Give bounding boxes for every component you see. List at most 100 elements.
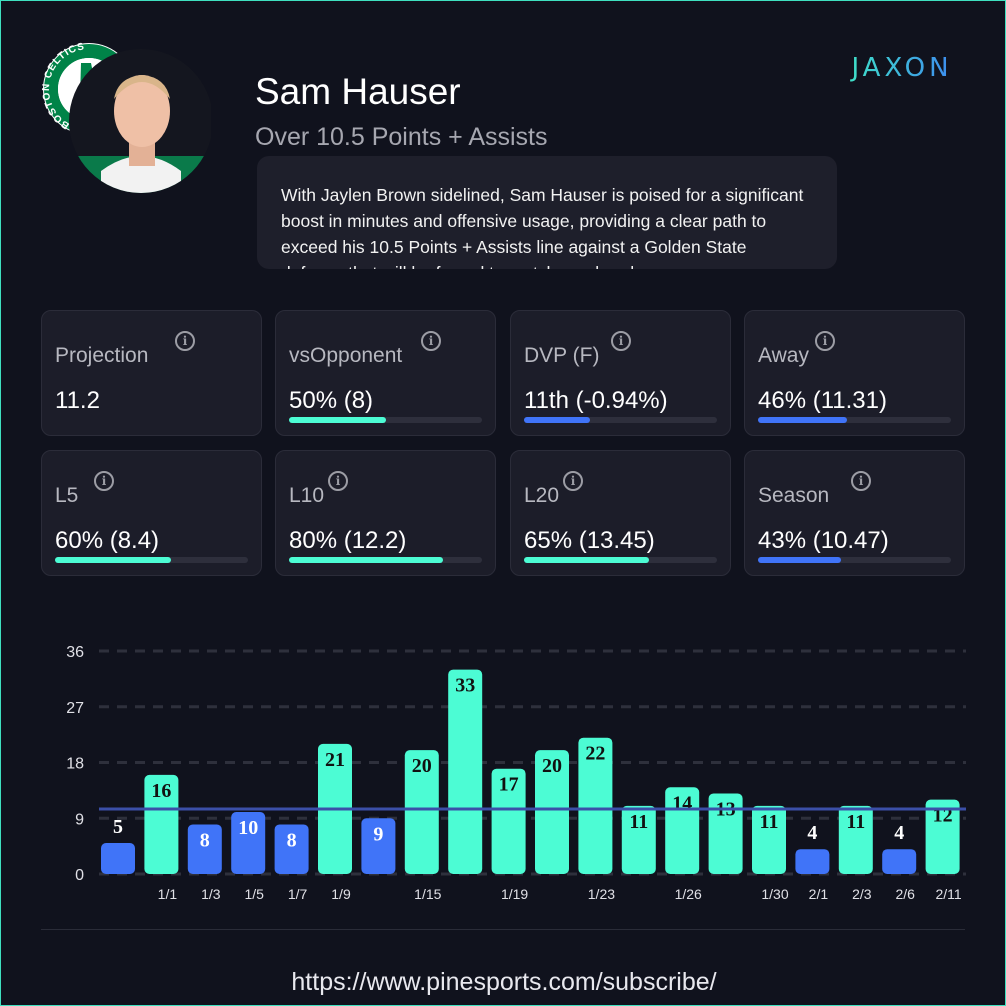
stat-label: Away — [758, 344, 809, 367]
stat-value: 43% (10.47) — [758, 527, 889, 554]
stat-card-vsopponent: vsOpponent i 50% (8) — [275, 310, 496, 436]
bar-value-label: 10 — [238, 817, 258, 839]
stat-label: L20 — [524, 484, 560, 507]
stat-card-away: Away i 46% (11.31) — [744, 310, 965, 436]
stat-label: Projection — [55, 344, 149, 367]
prop-line: Over 10.5 Points + Assists — [255, 123, 548, 151]
player-avatar: BOSTON CELTICS — [41, 41, 213, 201]
bar-value-label: 5 — [113, 816, 123, 838]
info-icon[interactable]: i — [851, 471, 871, 491]
progress-bar — [758, 557, 951, 563]
stat-value: 11th (-0.94%) — [524, 387, 668, 414]
bar[interactable] — [535, 750, 569, 874]
bar-value-label: 11 — [760, 811, 779, 833]
bar-value-label: 8 — [287, 829, 297, 851]
y-tick-label: 27 — [66, 700, 84, 717]
bar-value-label: 8 — [200, 829, 210, 851]
y-tick-label: 9 — [75, 811, 84, 828]
info-icon[interactable]: i — [94, 471, 114, 491]
bar[interactable] — [621, 805, 656, 874]
bar-value-label: 20 — [412, 755, 432, 777]
info-icon[interactable]: i — [611, 331, 631, 351]
info-icon[interactable]: i — [563, 471, 583, 491]
bar[interactable] — [144, 774, 179, 874]
bar[interactable] — [491, 768, 526, 874]
progress-fill — [758, 557, 841, 563]
x-tick-label: 1/26 — [675, 886, 702, 902]
x-tick-label: 1/3 — [201, 886, 221, 902]
stat-label: DVP (F) — [524, 344, 600, 367]
progress-fill — [524, 557, 650, 563]
divider — [41, 929, 965, 930]
subscribe-link[interactable]: https://www.pinesports.com/subscribe/ — [291, 968, 717, 996]
progress-fill — [524, 417, 590, 423]
x-tick-label: 1/5 — [244, 886, 264, 902]
progress-bar — [524, 557, 717, 563]
stat-card-l5: L5 i 60% (8.4) — [41, 450, 262, 576]
bar[interactable] — [838, 805, 873, 874]
analysis-text[interactable]: With Jaylen Brown sidelined, Sam Hauser … — [257, 156, 837, 269]
stat-value: 46% (11.31) — [758, 387, 887, 414]
bar-value-label: 14 — [672, 792, 692, 814]
progress-fill — [289, 417, 386, 423]
y-tick-label: 0 — [75, 867, 84, 884]
bar[interactable] — [708, 793, 743, 874]
bar-value-label: 9 — [373, 823, 383, 845]
progress-bar — [55, 557, 248, 563]
bar-value-label: 22 — [585, 743, 605, 765]
info-icon[interactable]: i — [421, 331, 441, 351]
bar-value-label: 11 — [629, 811, 648, 833]
bar-value-label: 11 — [846, 811, 865, 833]
bar[interactable] — [448, 669, 483, 874]
bar[interactable] — [752, 805, 786, 874]
stat-card-projection: Projection i 11.2 — [41, 310, 262, 436]
bar[interactable] — [361, 818, 396, 874]
stat-label: L5 — [55, 484, 79, 507]
progress-bar — [758, 417, 951, 423]
x-tick-label: 1/30 — [761, 886, 788, 902]
progress-bar — [524, 417, 717, 423]
progress-fill — [289, 557, 444, 563]
x-tick-label: 1/19 — [501, 886, 528, 902]
info-icon[interactable]: i — [328, 471, 348, 491]
bar[interactable] — [101, 843, 135, 874]
stat-card-season: Season i 43% (10.47) — [744, 450, 965, 576]
stat-card-dvp-f: DVP (F) i 11th (-0.94%) — [510, 310, 731, 436]
bar[interactable] — [578, 737, 613, 874]
x-tick-label: 1/7 — [288, 886, 308, 902]
x-tick-label: 1/15 — [414, 886, 441, 902]
bar-value-label: 21 — [325, 749, 345, 771]
player-name: Sam Hauser — [255, 71, 461, 112]
bar-value-label: 33 — [455, 675, 475, 697]
stat-value: 65% (13.45) — [524, 527, 655, 554]
stat-value: 50% (8) — [289, 387, 374, 414]
bar[interactable] — [274, 824, 309, 874]
x-tick-label: 1/1 — [158, 886, 178, 902]
brand-text: JAXON — [849, 53, 952, 83]
bar-value-label: 17 — [499, 774, 519, 796]
bar[interactable] — [882, 849, 917, 874]
info-icon[interactable]: i — [815, 331, 835, 351]
stat-value: 60% (8.4) — [55, 527, 160, 554]
bar-value-label: 4 — [807, 822, 817, 844]
points-assists-bar-chart: 0 9 18 27 36 5 16 1/1 8 1/3 10 1/5 8 1/7 21 1/9 9 20 1/15 3… — [66, 644, 966, 902]
x-tick-label: 2/3 — [852, 886, 872, 902]
x-tick-label: 1/9 — [331, 886, 351, 902]
stat-card-l10: L10 i 80% (12.2) — [275, 450, 496, 576]
bar[interactable] — [795, 849, 830, 874]
bar[interactable] — [187, 824, 222, 874]
bar[interactable] — [231, 812, 266, 874]
x-tick-label: 2/11 — [935, 886, 961, 902]
jaxon-logo: JAXON — [837, 45, 967, 89]
stat-value: 11.2 — [55, 387, 100, 414]
bar-value-label: 4 — [894, 822, 904, 844]
bar-value-label: 20 — [542, 755, 562, 777]
bar[interactable] — [925, 799, 960, 874]
bar[interactable] — [404, 750, 439, 874]
y-tick-label: 36 — [66, 644, 84, 661]
stat-value: 80% (12.2) — [289, 527, 407, 554]
stat-card-l20: L20 i 65% (13.45) — [510, 450, 731, 576]
info-icon[interactable]: i — [175, 331, 195, 351]
x-tick-label: 2/1 — [809, 886, 829, 902]
x-tick-label: 2/6 — [895, 886, 915, 902]
